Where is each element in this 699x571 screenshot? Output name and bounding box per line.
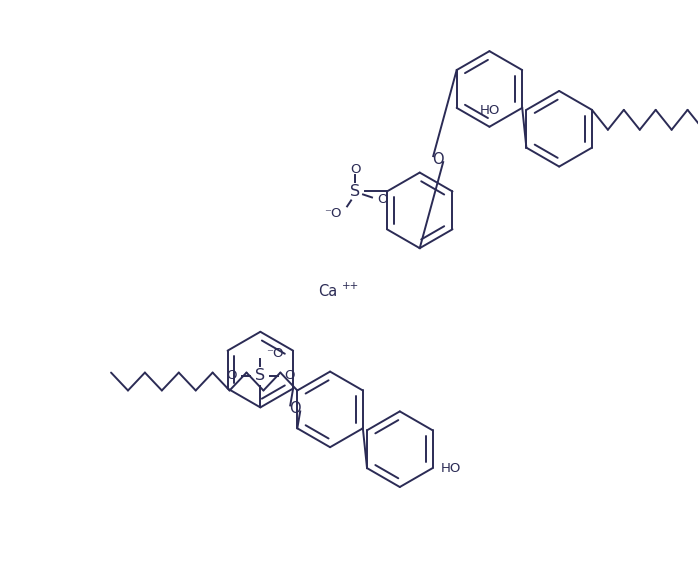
Text: O: O bbox=[433, 152, 444, 167]
Text: HO: HO bbox=[440, 461, 461, 475]
Text: S: S bbox=[350, 184, 360, 199]
Text: HO: HO bbox=[480, 104, 500, 117]
Text: O: O bbox=[226, 369, 236, 382]
Text: ⁻O: ⁻O bbox=[324, 207, 341, 220]
Text: ⁻O: ⁻O bbox=[266, 347, 284, 360]
Text: ++: ++ bbox=[342, 281, 359, 291]
Text: O: O bbox=[284, 369, 295, 382]
Text: S: S bbox=[255, 368, 266, 383]
Text: O: O bbox=[289, 401, 301, 416]
Text: O: O bbox=[377, 193, 387, 206]
Text: O: O bbox=[350, 163, 360, 176]
Text: Ca: Ca bbox=[318, 284, 338, 299]
